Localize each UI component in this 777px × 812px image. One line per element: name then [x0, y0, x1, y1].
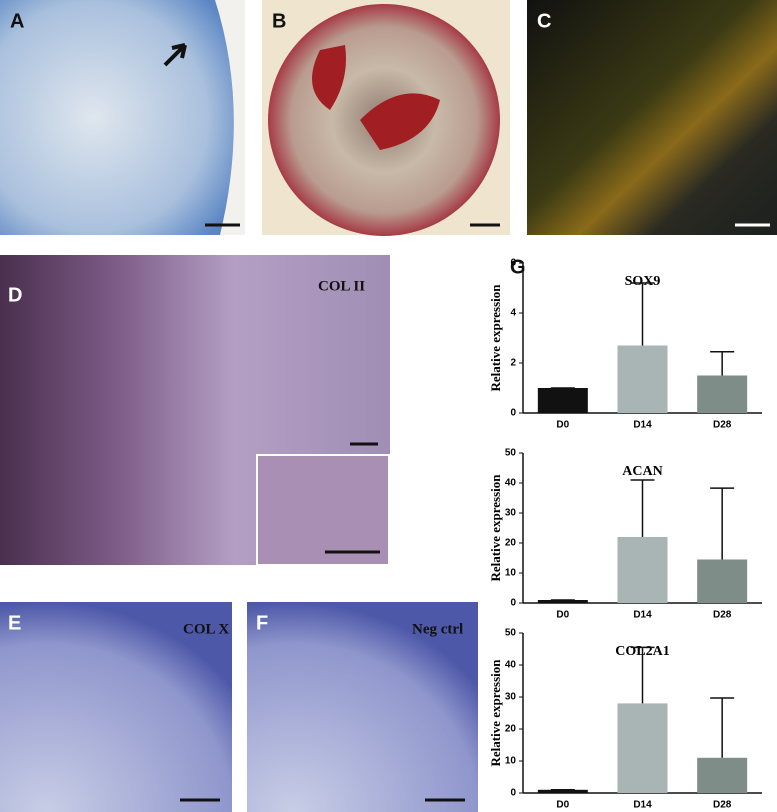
annotation: COL II — [318, 278, 365, 294]
y-tick-label: 40 — [505, 660, 517, 671]
image-e — [0, 602, 232, 812]
bar — [697, 757, 748, 793]
panel-label: A — [10, 10, 24, 32]
bar — [537, 600, 588, 603]
x-tick-label: D14 — [633, 800, 652, 811]
y-tick-label: 40 — [505, 478, 517, 489]
image-c — [527, 0, 777, 235]
y-tick-label: 10 — [505, 756, 517, 767]
image-f — [247, 602, 478, 812]
chart-title: SOX9 — [625, 274, 661, 289]
bar — [617, 537, 668, 603]
image-d-inset — [256, 454, 390, 566]
y-tick-label: 10 — [505, 568, 517, 579]
bar — [617, 703, 668, 793]
y-tick-label: 0 — [510, 788, 516, 799]
y-tick-label: 50 — [505, 448, 517, 459]
bar — [697, 375, 748, 413]
image-a-tissue — [0, 0, 234, 235]
image-b-stain — [312, 45, 440, 150]
y-tick-label: 2 — [510, 358, 516, 369]
annotation: COL X — [183, 621, 229, 637]
y-tick-label: 30 — [505, 508, 517, 519]
x-tick-label: D0 — [556, 610, 569, 621]
y-axis-label: Relative expression — [488, 474, 503, 582]
x-tick-label: D28 — [713, 610, 732, 621]
y-tick-label: 20 — [505, 538, 517, 549]
x-tick-label: D0 — [556, 800, 569, 811]
annotation: Neg ctrl — [412, 621, 463, 637]
chart-title: ACAN — [622, 464, 662, 479]
bar — [697, 559, 748, 603]
x-tick-label: D28 — [713, 420, 732, 431]
y-tick-label: 0 — [510, 408, 516, 419]
panel-label: B — [272, 10, 286, 32]
panel-label: D — [8, 284, 22, 306]
panel-label: G — [510, 256, 526, 278]
bar — [537, 388, 588, 413]
x-tick-label: D14 — [633, 610, 652, 621]
y-tick-label: 0 — [510, 598, 516, 609]
y-tick-label: 6 — [510, 258, 516, 269]
y-axis-label: Relative expression — [488, 659, 503, 767]
x-tick-label: D0 — [556, 420, 569, 431]
bar — [617, 345, 668, 413]
arrow — [163, 43, 187, 67]
y-tick-label: 4 — [510, 308, 516, 319]
y-tick-label: 20 — [505, 724, 517, 735]
x-tick-label: D28 — [713, 800, 732, 811]
y-axis-label: Relative expression — [488, 284, 503, 392]
bar — [537, 789, 588, 793]
panel-label: F — [256, 612, 268, 634]
panel-label: E — [8, 612, 21, 634]
panel-label: C — [537, 10, 551, 32]
y-tick-label: 50 — [505, 628, 517, 639]
y-tick-label: 30 — [505, 692, 517, 703]
x-tick-label: D14 — [633, 420, 652, 431]
